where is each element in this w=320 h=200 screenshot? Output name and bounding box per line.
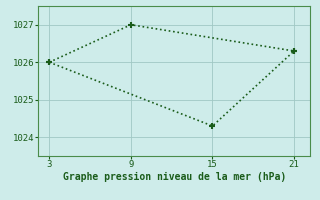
X-axis label: Graphe pression niveau de la mer (hPa): Graphe pression niveau de la mer (hPa) [63, 172, 286, 182]
